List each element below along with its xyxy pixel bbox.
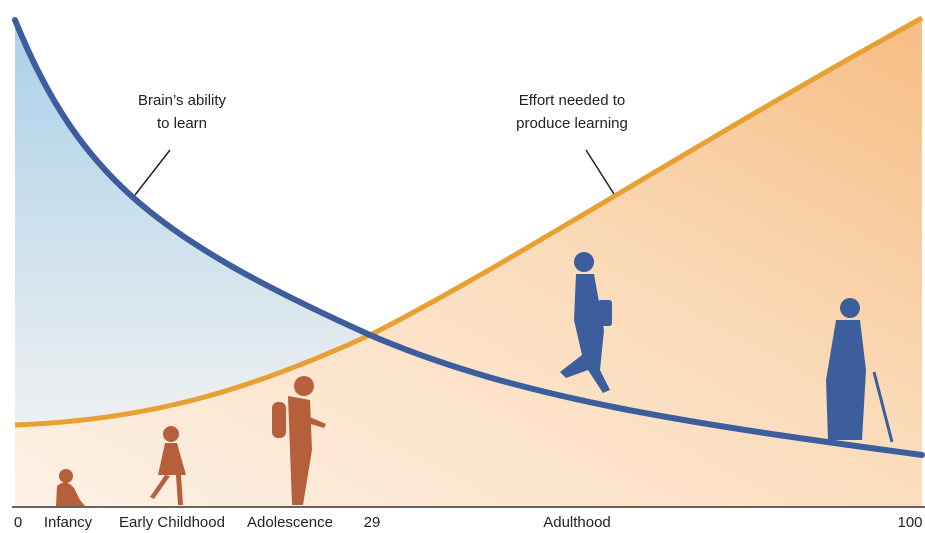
x-label: Infancy (44, 514, 93, 531)
adult (560, 252, 612, 393)
x-labels: 0 Infancy Early Childhood Adolescence 29 Adul… (14, 514, 923, 531)
annotation: Brain’s ability (138, 92, 227, 109)
annotation: produce learning (516, 115, 628, 132)
annotation: Effort needed to (519, 92, 625, 109)
brain-area (15, 20, 370, 425)
pointer (134, 149, 171, 196)
x-label: 100 (897, 514, 922, 531)
x-label: Adolescence (247, 514, 333, 531)
effort-curve (14, 15, 924, 428)
teen (272, 376, 326, 505)
brain-curve (12, 17, 925, 458)
x-label: Adulthood (543, 514, 611, 531)
elder (826, 298, 894, 443)
effort-area (15, 18, 922, 507)
infant (56, 469, 85, 506)
annotation: to learn (157, 115, 207, 132)
x-label: 0 (14, 514, 22, 531)
child (150, 426, 186, 505)
x-label: Early Childhood (119, 514, 225, 531)
x-label: 29 (364, 514, 381, 531)
pointer (585, 149, 615, 195)
